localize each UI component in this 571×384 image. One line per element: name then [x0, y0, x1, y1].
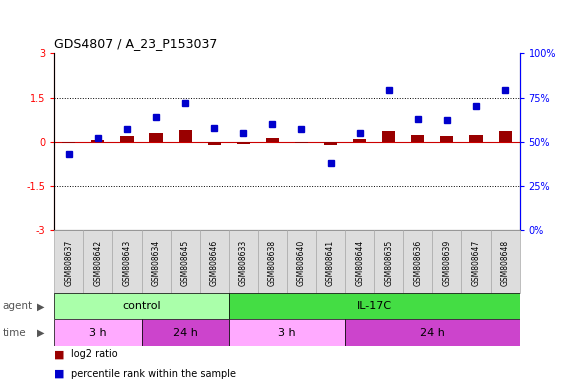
Bar [316, 230, 345, 293]
Bar [200, 230, 229, 293]
Text: 3 h: 3 h [278, 328, 296, 338]
Bar [54, 293, 229, 319]
Text: GSM808644: GSM808644 [355, 240, 364, 286]
Bar [461, 230, 490, 293]
Bar [179, 130, 192, 142]
Bar [345, 319, 520, 346]
Text: 3 h: 3 h [89, 328, 107, 338]
Bar [62, 142, 75, 143]
Bar [54, 319, 142, 346]
Bar [440, 136, 453, 142]
Bar [345, 230, 374, 293]
Text: GSM808640: GSM808640 [297, 240, 306, 286]
Bar [142, 230, 171, 293]
Bar [229, 230, 258, 293]
Text: GSM808633: GSM808633 [239, 240, 248, 286]
Bar [498, 131, 512, 142]
Text: IL-17C: IL-17C [357, 301, 392, 311]
Bar [229, 319, 345, 346]
Text: GSM808635: GSM808635 [384, 240, 393, 286]
Text: GSM808641: GSM808641 [326, 240, 335, 286]
Bar [237, 142, 250, 144]
Text: GSM808645: GSM808645 [180, 240, 190, 286]
Bar [432, 230, 461, 293]
Bar [469, 135, 482, 142]
Text: GSM808648: GSM808648 [501, 240, 509, 286]
Text: percentile rank within the sample: percentile rank within the sample [71, 369, 236, 379]
Bar [142, 319, 229, 346]
Bar [258, 230, 287, 293]
Text: GSM808647: GSM808647 [472, 240, 480, 286]
Text: ▶: ▶ [37, 328, 45, 338]
Text: GSM808634: GSM808634 [151, 240, 160, 286]
Bar [266, 138, 279, 142]
Bar [120, 136, 134, 142]
Text: 24 h: 24 h [420, 328, 445, 338]
Bar [382, 131, 395, 142]
Text: GSM808638: GSM808638 [268, 240, 277, 286]
Text: GSM808643: GSM808643 [122, 240, 131, 286]
Bar [324, 142, 337, 145]
Text: GSM808642: GSM808642 [94, 240, 102, 286]
Text: control: control [122, 301, 161, 311]
Text: GDS4807 / A_23_P153037: GDS4807 / A_23_P153037 [54, 36, 218, 50]
Text: time: time [3, 328, 26, 338]
Bar [353, 139, 366, 142]
Bar [208, 142, 221, 145]
Bar [83, 230, 112, 293]
Text: GSM808636: GSM808636 [413, 240, 423, 286]
Bar [411, 135, 424, 142]
Text: log2 ratio: log2 ratio [71, 349, 118, 359]
Text: ■: ■ [54, 349, 65, 359]
Bar [54, 230, 83, 293]
Bar [112, 230, 142, 293]
Bar [295, 142, 308, 144]
Bar [171, 230, 200, 293]
Text: GSM808646: GSM808646 [210, 240, 219, 286]
Text: ▶: ▶ [37, 301, 45, 311]
Text: GSM808637: GSM808637 [65, 240, 73, 286]
Text: ■: ■ [54, 369, 65, 379]
Bar [287, 230, 316, 293]
Bar [374, 230, 403, 293]
Text: agent: agent [3, 301, 33, 311]
Text: 24 h: 24 h [172, 328, 198, 338]
Bar [150, 134, 163, 142]
Text: GSM808639: GSM808639 [443, 240, 452, 286]
Bar [91, 140, 104, 142]
Bar [403, 230, 432, 293]
Bar [490, 230, 520, 293]
Bar [229, 293, 520, 319]
